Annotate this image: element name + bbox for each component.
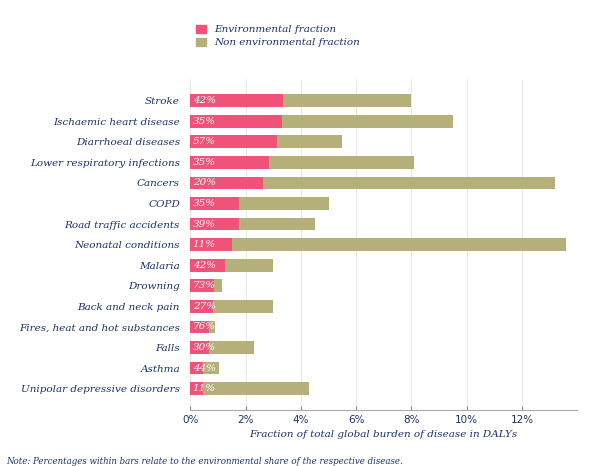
Text: 35%: 35% [193, 158, 216, 167]
Bar [209, 341, 254, 354]
Bar [214, 280, 222, 292]
Text: 20%: 20% [193, 178, 216, 187]
Text: 27%: 27% [193, 302, 216, 311]
Bar [190, 238, 231, 251]
Bar [239, 197, 328, 210]
Bar [277, 136, 342, 148]
Text: 76%: 76% [193, 322, 216, 331]
Text: 57%: 57% [193, 137, 216, 146]
Bar [190, 321, 209, 333]
Bar [282, 115, 453, 128]
Bar [190, 362, 203, 375]
Bar [213, 300, 273, 313]
Bar [190, 341, 209, 354]
Bar [190, 156, 269, 169]
Text: 73%: 73% [193, 281, 216, 290]
Bar [239, 218, 315, 231]
Text: 11%: 11% [193, 384, 216, 393]
Bar [264, 177, 555, 189]
Bar [190, 300, 213, 313]
Text: Note: Percentages within bars relate to the environmental share of the respectiv: Note: Percentages within bars relate to … [6, 457, 403, 466]
Bar [209, 321, 215, 333]
Bar [190, 136, 277, 148]
Text: 42%: 42% [193, 260, 216, 270]
Text: 44%: 44% [193, 363, 216, 373]
Text: 35%: 35% [193, 199, 216, 208]
X-axis label: Fraction of total global burden of disease in DALYs: Fraction of total global burden of disea… [250, 431, 518, 439]
Text: 30%: 30% [193, 343, 216, 352]
Bar [190, 177, 264, 189]
Bar [190, 280, 214, 292]
Bar [269, 156, 414, 169]
Bar [190, 382, 203, 395]
Text: 11%: 11% [193, 240, 216, 249]
Bar [283, 94, 411, 107]
Bar [231, 238, 566, 251]
Bar [203, 362, 220, 375]
Bar [190, 197, 239, 210]
Bar [190, 115, 282, 128]
Bar [190, 94, 283, 107]
Text: 39%: 39% [193, 219, 216, 229]
Bar [203, 382, 309, 395]
Text: 35%: 35% [193, 116, 216, 126]
Text: 42%: 42% [193, 96, 216, 105]
Legend: Environmental fraction, Non environmental fraction: Environmental fraction, Non environmenta… [196, 25, 360, 47]
Bar [190, 218, 239, 231]
Bar [190, 259, 226, 272]
Bar [226, 259, 273, 272]
